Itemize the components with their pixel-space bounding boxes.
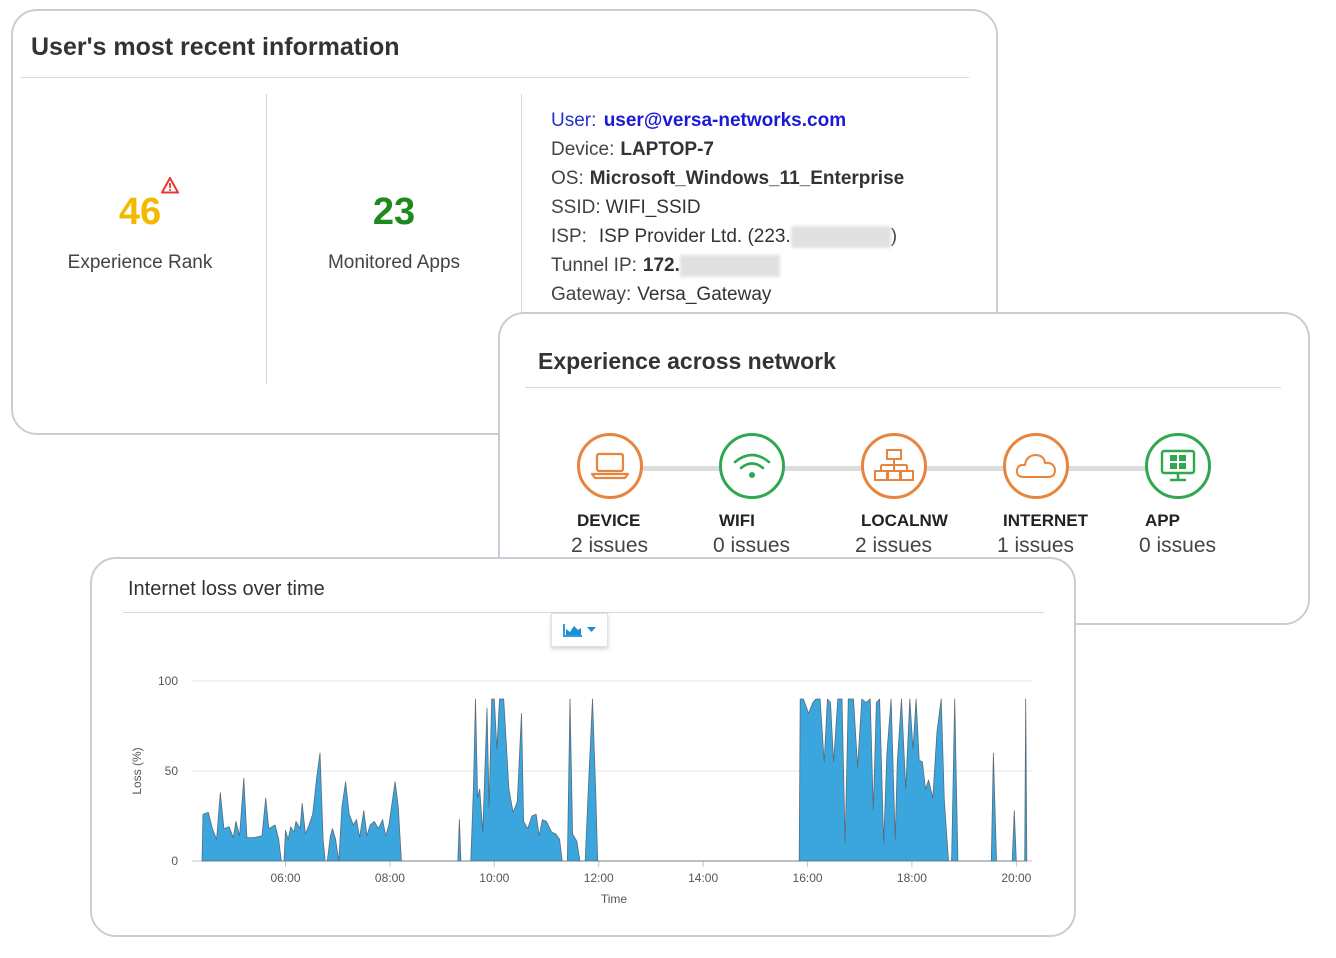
monitored-apps-stat[interactable]: 23 Monitored Apps: [269, 191, 519, 274]
user-info-title: User's most recent information: [31, 33, 400, 61]
app-node-circle: [1145, 433, 1211, 499]
node-label: LOCALNW: [861, 511, 948, 530]
ssid-label: SSID:: [551, 197, 601, 218]
network-node-device[interactable]: DEVICE 2 issues: [571, 433, 648, 557]
tunnel-ip-label: Tunnel IP:: [551, 255, 637, 277]
divider: [123, 612, 1044, 613]
tunnel-ip-line: Tunnel IP: 172.: [551, 255, 904, 284]
node-label: WIFI: [719, 511, 755, 530]
ssid-value: WIFI_SSID: [605, 197, 701, 218]
node-issues: 0 issues: [713, 534, 791, 557]
divider: [525, 387, 1281, 388]
node-label: INTERNET: [1003, 511, 1088, 530]
y-tick-label: 100: [158, 674, 178, 688]
gateway-label: Gateway:: [551, 284, 632, 305]
app-icon: [1160, 449, 1196, 482]
network-icon: [874, 449, 914, 481]
os-value: Microsoft_Windows_11_Enterprise: [589, 168, 905, 189]
node-issues: 2 issues: [855, 534, 933, 557]
network-node-localnw[interactable]: LOCALNW 2 issues: [855, 433, 948, 557]
device-label: Device:: [551, 139, 615, 160]
area-chart-icon: [563, 624, 582, 637]
x-tick-label: 20:00: [1001, 871, 1031, 885]
network-experience-title: Experience across network: [538, 348, 836, 374]
laptop-icon: [590, 452, 630, 480]
divider: [21, 77, 969, 78]
os-line: OS: Microsoft_Windows_11_Enterprise: [551, 168, 904, 197]
tunnel-ip-value: 172.: [642, 255, 680, 277]
x-axis-title: Time: [601, 892, 628, 906]
device-node-circle: [577, 433, 643, 499]
user-email-link[interactable]: user@versa-networks.com: [603, 110, 847, 131]
node-label: DEVICE: [577, 511, 641, 530]
internet-loss-card: Internet loss over time 0 50 100 06:00 08:00…: [90, 557, 1076, 937]
isp-label: ISP:: [551, 226, 587, 248]
wifi-node-circle: [719, 433, 785, 499]
x-tick-label: 16:00: [793, 871, 823, 885]
loss-chart: 0 50 100 06:00 08:00 10:00 12:00 14:00 16:00 18:0…: [130, 674, 1032, 906]
x-tick-label: 14:00: [688, 871, 718, 885]
y-axis-title: Loss (%): [130, 747, 144, 794]
internet-loss-title: Internet loss over time: [128, 578, 325, 600]
y-tick-label: 50: [165, 764, 179, 778]
node-issues: 2 issues: [571, 534, 649, 557]
monitored-apps-value: 23: [372, 191, 416, 233]
node-label: APP: [1145, 511, 1180, 530]
os-label: OS:: [551, 168, 584, 189]
node-issues: 1 issues: [997, 534, 1075, 557]
experience-rank-label: Experience Rank: [67, 252, 213, 273]
divider: [521, 94, 522, 324]
experience-rank-value: 46: [118, 191, 162, 233]
x-tick-label: 08:00: [375, 871, 405, 885]
experience-rank-stat[interactable]: 46 Experience Rank: [15, 191, 265, 274]
isp-value: ISP Provider Ltd. (223.: [598, 226, 791, 248]
device-value: LAPTOP-7: [620, 139, 714, 160]
node-issues: 0 issues: [1139, 534, 1217, 557]
y-tick-label: 0: [171, 854, 178, 868]
warning-icon: [161, 177, 179, 194]
ssid-line: SSID: WIFI_SSID: [551, 197, 904, 226]
isp-line: ISP: ISP Provider Ltd. (223.): [551, 226, 904, 255]
cloud-icon: [1015, 454, 1056, 478]
user-line: User: user@versa-networks.com: [551, 110, 904, 139]
isp-close-paren: ): [890, 226, 898, 248]
redacted-ip: [790, 226, 891, 248]
user-details: User: user@versa-networks.com Device: LAP…: [551, 110, 904, 313]
divider: [266, 94, 267, 384]
chart-type-button[interactable]: [551, 613, 608, 647]
monitored-apps-label: Monitored Apps: [327, 252, 461, 273]
loss-area-series: [201, 698, 1028, 862]
gateway-line: Gateway: Versa_Gateway: [551, 284, 904, 313]
network-node-internet[interactable]: INTERNET 1 issues: [997, 433, 1088, 557]
user-label: User:: [551, 110, 597, 131]
x-tick-label: 06:00: [271, 871, 301, 885]
device-line: Device: LAPTOP-7: [551, 139, 904, 168]
wifi-icon: [733, 453, 771, 478]
x-tick-label: 12:00: [584, 871, 614, 885]
network-node-app[interactable]: APP 0 issues: [1139, 433, 1216, 557]
gateway-value: Versa_Gateway: [637, 284, 772, 305]
internet-node-circle: [1003, 433, 1069, 499]
network-node-wifi[interactable]: WIFI 0 issues: [713, 433, 790, 557]
redacted-ip: [679, 255, 780, 277]
x-tick-label: 18:00: [897, 871, 927, 885]
chevron-down-icon: [587, 627, 596, 632]
x-tick-label: 10:00: [479, 871, 509, 885]
localnw-node-circle: [861, 433, 927, 499]
